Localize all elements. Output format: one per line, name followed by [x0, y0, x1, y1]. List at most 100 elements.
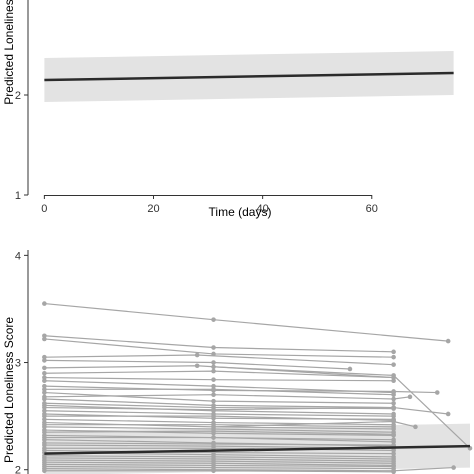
- trajectory-point: [42, 413, 47, 419]
- trajectory-point: [391, 389, 396, 394]
- top-panel: 120 20 40 60 Time (days) Predicted Loneline…: [2, 0, 454, 219]
- participant-trajectory: [42, 428, 396, 437]
- bottom-y-tick-label: 2: [15, 465, 21, 474]
- trajectory-point: [211, 360, 216, 365]
- trajectory-point: [42, 336, 47, 342]
- trajectory-point: [194, 352, 200, 358]
- trajectory-point: [391, 439, 396, 445]
- trajectory-point: [391, 373, 396, 378]
- participant-trajectory: [42, 435, 396, 445]
- participant-trajectory: [211, 419, 418, 430]
- top-x-tick-label: 60: [366, 203, 378, 215]
- trajectory-line: [44, 394, 411, 400]
- trajectory-line: [44, 466, 454, 472]
- trajectory-point: [211, 468, 216, 474]
- trajectory-point: [42, 383, 47, 389]
- trajectory-point: [347, 366, 353, 372]
- trajectory-point: [211, 413, 216, 419]
- trajectory-point: [211, 317, 216, 322]
- trajectory-point: [42, 387, 47, 392]
- participant-trajectory: [42, 405, 451, 417]
- trajectory-point: [391, 448, 396, 453]
- trajectory-point: [211, 387, 216, 392]
- trajectory-point: [42, 365, 47, 371]
- trajectory-point: [391, 451, 396, 456]
- trajectory-point: [211, 364, 216, 370]
- trajectory-point: [391, 392, 396, 397]
- top-axes: 120 20 40 60: [15, 0, 378, 215]
- trajectory-line: [44, 406, 449, 415]
- bottom-fit-line-layer: [44, 444, 471, 455]
- trajectory-point: [451, 465, 456, 470]
- top-x-tick-label: 20: [147, 203, 159, 215]
- trajectory-point: [42, 468, 47, 474]
- trajectory-line: [44, 376, 394, 382]
- participant-trajectory: [42, 375, 396, 384]
- bottom-y-tick-label: 4: [15, 250, 21, 262]
- trajectory-point: [407, 394, 413, 400]
- bottom-y-tick-label: 3: [15, 358, 21, 370]
- bottom-trajectories-layer: [42, 301, 473, 474]
- trajectory-point: [211, 377, 216, 382]
- bottom-y-axis-title: Predicted Loneliness Score: [2, 317, 16, 463]
- top-x-tick-label: 0: [41, 203, 47, 215]
- trajectory-point: [391, 424, 396, 430]
- trajectory-point: [42, 424, 47, 430]
- trajectory-point: [391, 432, 396, 437]
- trajectory-line: [44, 398, 394, 409]
- participant-trajectory: [42, 352, 396, 367]
- trajectory-point: [42, 408, 47, 414]
- trajectory-point: [211, 368, 216, 374]
- trajectory-point: [42, 442, 47, 448]
- trajectory-point: [211, 424, 216, 430]
- trajectory-point: [211, 435, 216, 440]
- trajectory-point: [42, 370, 47, 376]
- participant-trajectory: [42, 333, 396, 355]
- top-fit-line: [44, 71, 454, 82]
- trajectory-point: [391, 362, 396, 367]
- trajectory-point: [211, 351, 216, 357]
- trajectory-point: [391, 405, 396, 410]
- trajectory-point: [211, 407, 216, 412]
- trajectory-point: [391, 378, 396, 384]
- participant-trajectory: [42, 336, 396, 360]
- trajectory-point: [211, 428, 216, 434]
- trajectory-line: [44, 302, 449, 342]
- top-x-axis-title: Time (days): [209, 205, 272, 219]
- participant-trajectory: [42, 390, 396, 406]
- top-y-axis-title: Predicted Loneliness: [2, 0, 16, 105]
- top-x-tick-label: 40: [257, 203, 269, 215]
- bottom-fit-line: [44, 444, 471, 455]
- top-y-tick-label: 2: [15, 90, 21, 102]
- trajectory-point: [211, 383, 216, 389]
- top-y-tick-label: 1: [15, 190, 21, 202]
- trajectory-point: [42, 417, 47, 422]
- bottom-panel: 2 3 4 Predicted Loneliness Score: [2, 250, 473, 474]
- trajectory-point: [391, 419, 396, 424]
- trajectory-point: [42, 333, 47, 339]
- trajectory-point: [391, 400, 396, 406]
- trajectory-point: [445, 338, 451, 344]
- trajectory-point: [211, 398, 216, 404]
- trajectory-point: [194, 363, 200, 369]
- trajectory-point: [42, 405, 47, 410]
- bottom-axes: 2 3 4: [15, 250, 29, 474]
- trajectory-point: [391, 354, 396, 360]
- participant-trajectory: [42, 387, 396, 397]
- trajectory-point: [391, 469, 396, 474]
- trajectory-point: [211, 392, 216, 397]
- trajectory-point: [42, 354, 47, 360]
- trajectory-point: [413, 424, 418, 430]
- participant-trajectory: [42, 468, 396, 474]
- participant-trajectory: [42, 358, 353, 372]
- trajectory-point: [391, 349, 396, 355]
- trajectory-point: [42, 378, 47, 384]
- trajectory-point: [42, 429, 47, 435]
- trajectory-point: [211, 345, 216, 350]
- participant-trajectory: [42, 301, 451, 344]
- trajectory-point: [42, 396, 47, 402]
- trajectory-line: [44, 385, 438, 394]
- trajectory-point: [445, 411, 451, 417]
- trajectory-point: [42, 437, 47, 443]
